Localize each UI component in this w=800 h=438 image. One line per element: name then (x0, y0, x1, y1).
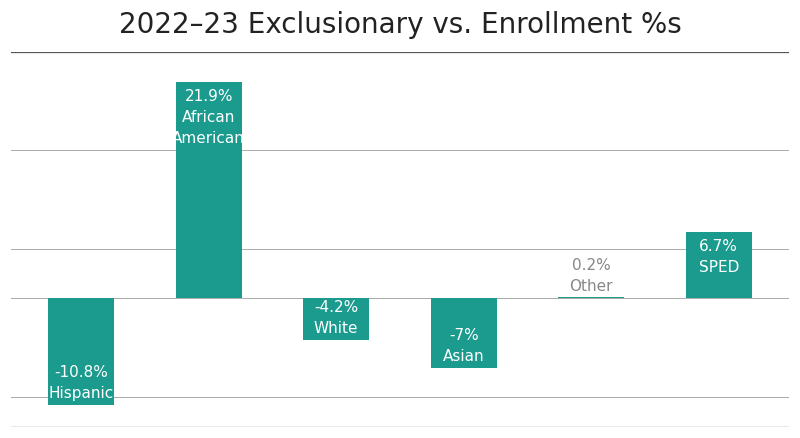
Bar (303, 299, 370, 340)
Bar (430, 299, 497, 368)
Title: 2022–23 Exclusionary vs. Enrollment %s: 2022–23 Exclusionary vs. Enrollment %s (118, 11, 682, 39)
Bar (48, 299, 114, 405)
Text: -4.2%
White: -4.2% White (314, 299, 358, 335)
Bar (175, 83, 242, 299)
Bar (558, 297, 625, 299)
Bar (686, 233, 752, 299)
Text: 0.2%
Other: 0.2% Other (570, 257, 613, 293)
Text: 6.7%
SPED: 6.7% SPED (698, 239, 739, 275)
Text: -7%
Asian: -7% Asian (443, 327, 485, 363)
Text: 21.9%
African
American: 21.9% African American (172, 89, 245, 146)
Text: -10.8%
Hispanic: -10.8% Hispanic (49, 364, 114, 400)
